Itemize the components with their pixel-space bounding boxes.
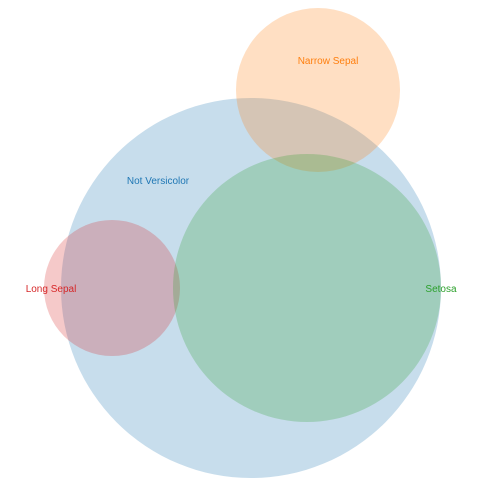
set-label-long-sepal: Long Sepal <box>26 284 77 295</box>
set-circle-long-sepal <box>44 220 180 356</box>
set-label-not-versicolor: Not Versicolor <box>127 176 190 187</box>
set-circle-not-versicolor <box>61 98 441 478</box>
set-circle-narrow-sepal <box>236 8 400 172</box>
set-circle-setosa <box>173 154 441 422</box>
set-label-setosa: Setosa <box>425 284 457 295</box>
set-label-narrow-sepal: Narrow Sepal <box>298 56 359 67</box>
